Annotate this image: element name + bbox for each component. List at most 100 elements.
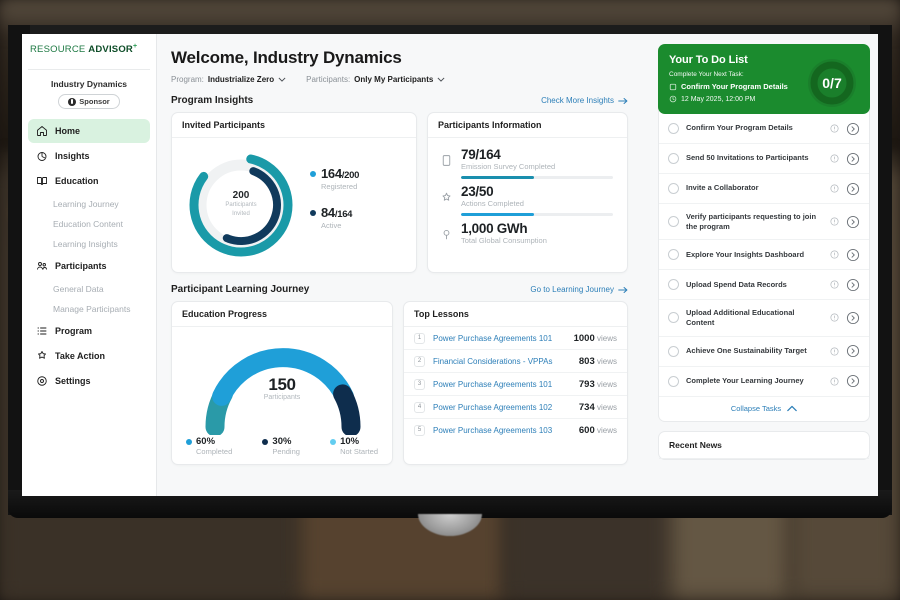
- sidebar-item-learning-insights[interactable]: Learning Insights: [53, 239, 118, 250]
- table-row[interactable]: 1 Power Purchase Agreements 101 1000 vie…: [404, 327, 627, 349]
- program-filter[interactable]: Program: Industrialize Zero: [171, 75, 286, 84]
- chevron-right-circle-icon[interactable]: [846, 374, 860, 388]
- table-row[interactable]: 5 Power Purchase Agreements 103 600 view…: [404, 418, 627, 441]
- sidebar-item-insights[interactable]: Insights: [28, 144, 150, 168]
- list-item[interactable]: Upload Additional Educational Content: [659, 300, 869, 337]
- main-content: Welcome, Industry Dynamics Program: Indu…: [157, 34, 878, 496]
- info-icon[interactable]: [830, 184, 839, 193]
- check-more-insights-link[interactable]: Check More Insights: [541, 96, 628, 105]
- sidebar-item-learning-journey[interactable]: Learning Journey: [53, 199, 119, 210]
- chevron-right-circle-icon[interactable]: [846, 278, 860, 292]
- info-icon[interactable]: [830, 250, 839, 259]
- task-checkbox[interactable]: [668, 123, 679, 134]
- monitor-stand: [418, 514, 482, 536]
- sidebar-item-education-content[interactable]: Education Content: [53, 219, 123, 230]
- sponsor-badge[interactable]: Sponsor: [58, 94, 120, 110]
- task-label: Achieve One Sustainability Target: [686, 345, 807, 355]
- chevron-right-circle-icon[interactable]: [846, 215, 860, 229]
- info-icon[interactable]: [830, 124, 839, 133]
- education-gauge-legend: 60% Completed 30% Pending: [178, 435, 386, 458]
- task-label: Complete Your Learning Journey: [686, 375, 804, 385]
- logo-word-1: RESOURCE: [30, 44, 86, 56]
- sidebar-item-label: Education: [55, 176, 99, 187]
- book-icon: [37, 177, 47, 186]
- info-icon[interactable]: [830, 280, 839, 289]
- task-checkbox[interactable]: [668, 279, 679, 291]
- info-icon[interactable]: [830, 376, 839, 386]
- list-item[interactable]: Explore Your Insights Dashboard: [659, 240, 869, 271]
- sidebar-item-general-data[interactable]: General Data: [53, 284, 104, 295]
- chevron-right-circle-icon[interactable]: [846, 344, 860, 358]
- table-row[interactable]: 2 Financial Considerations - VPPAs 803 v…: [404, 349, 627, 372]
- table-row[interactable]: 3 Power Purchase Agreements 101 793 view…: [404, 372, 627, 395]
- app-screen: RESOURCE ADVISOR+ Industry Dynamics Spon…: [22, 34, 878, 496]
- lesson-title[interactable]: Power Purchase Agreements 101: [433, 379, 553, 389]
- sidebar-item-participants[interactable]: Participants: [28, 254, 150, 278]
- pi-caption: Total Global Consumption: [461, 236, 547, 245]
- chevron-right-circle-icon[interactable]: [846, 152, 860, 166]
- sidebar-item-education[interactable]: Education: [28, 169, 150, 193]
- program-filter-value: Industrialize Zero: [207, 75, 275, 84]
- todo-header: Your To Do List Complete Your Next Task:…: [658, 44, 870, 114]
- task-checkbox[interactable]: [668, 183, 679, 194]
- info-icon[interactable]: [830, 313, 839, 322]
- legend-dot-icon: [310, 209, 316, 216]
- participants-filter[interactable]: Participants: Only My Participants: [306, 75, 445, 84]
- sidebar-item-label: Settings: [55, 376, 91, 387]
- chevron-right-circle-icon[interactable]: [846, 311, 860, 325]
- pi-item-total-consumption: 1,000 GWh Total Global Consumption: [440, 221, 613, 245]
- chevron-right-circle-icon[interactable]: [846, 122, 860, 136]
- task-checkbox[interactable]: [668, 345, 679, 357]
- logo-word-2: ADVISOR: [88, 44, 133, 56]
- task-checkbox[interactable]: [668, 312, 679, 324]
- legend-value: 84: [321, 205, 335, 220]
- home-icon: [37, 126, 47, 137]
- gauge-legend-completed: 60% Completed: [186, 436, 232, 456]
- learning-journey-row: Education Progress: [157, 301, 650, 465]
- info-icon[interactable]: [830, 217, 839, 226]
- views-label: views: [596, 425, 617, 435]
- task-checkbox[interactable]: [668, 216, 679, 228]
- sidebar-item-take-action[interactable]: Take Action: [28, 344, 150, 368]
- todo-panel: Your To Do List Complete Your Next Task:…: [658, 44, 870, 460]
- monitor-bezel-top: [8, 25, 892, 35]
- education-progress-card: Education Progress: [171, 301, 393, 465]
- program-insights-row: Invited Participants: [157, 112, 650, 273]
- sidebar-nav: Home Insights Education Learning Journey…: [22, 117, 156, 393]
- lesson-title[interactable]: Power Purchase Agreements 101: [433, 333, 553, 343]
- task-checkbox[interactable]: [668, 249, 679, 261]
- list-item[interactable]: Confirm Your Program Details: [659, 114, 869, 144]
- gauge-legend-value: 30%: [272, 436, 292, 447]
- list-item[interactable]: Send 50 Invitations to Participants: [659, 144, 869, 174]
- table-row[interactable]: 4 Power Purchase Agreements 102 734 view…: [404, 395, 627, 418]
- list-item[interactable]: Complete Your Learning Journey: [659, 367, 869, 397]
- chevron-right-circle-icon[interactable]: [846, 248, 860, 262]
- invited-participants-title: Invited Participants: [172, 113, 416, 138]
- info-icon[interactable]: [830, 346, 839, 356]
- participants-information-card: Participants Information 79/164 Emission…: [427, 112, 628, 273]
- lesson-title[interactable]: Power Purchase Agreements 102: [433, 402, 553, 412]
- lesson-title[interactable]: Power Purchase Agreements 103: [433, 425, 553, 435]
- sidebar-item-program[interactable]: Program: [28, 319, 150, 343]
- lesson-title[interactable]: Financial Considerations - VPPAs: [433, 356, 553, 366]
- task-checkbox[interactable]: [668, 375, 679, 387]
- todo-next-task[interactable]: Confirm Your Program Details: [669, 82, 859, 91]
- pi-item-emission-survey: 79/164 Emission Survey Completed: [440, 147, 613, 179]
- task-checkbox[interactable]: [668, 153, 679, 164]
- legend-denominator: /164: [334, 209, 353, 220]
- list-item[interactable]: Achieve One Sustainability Target: [659, 337, 869, 367]
- chevron-right-circle-icon[interactable]: [846, 182, 860, 196]
- sidebar-item-home[interactable]: Home: [28, 119, 150, 144]
- app-logo[interactable]: RESOURCE ADVISOR+: [22, 34, 156, 63]
- go-to-learning-journey-link[interactable]: Go to Learning Journey: [530, 285, 628, 294]
- info-icon[interactable]: [830, 154, 839, 163]
- list-item[interactable]: Invite a Collaborator: [659, 174, 869, 204]
- sidebar-item-manage-participants[interactable]: Manage Participants: [53, 304, 131, 315]
- list-item[interactable]: Verify participants requesting to join t…: [659, 204, 869, 241]
- program-insights-header: Program Insights Check More Insights: [157, 84, 650, 112]
- list-item[interactable]: Upload Spend Data Records: [659, 270, 869, 301]
- lesson-rank: 3: [414, 378, 425, 390]
- gauge-center-value: 150: [268, 375, 296, 394]
- sidebar-item-settings[interactable]: Settings: [28, 369, 150, 393]
- collapse-tasks-button[interactable]: Collapse Tasks: [659, 397, 869, 421]
